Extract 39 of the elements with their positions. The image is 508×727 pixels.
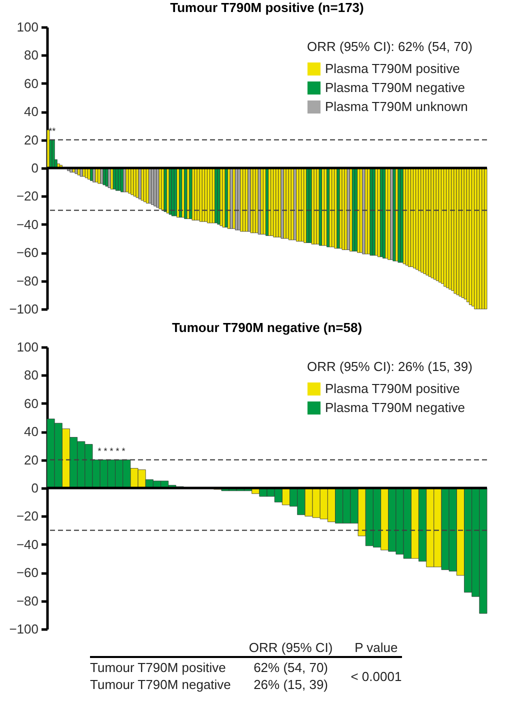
y-tick-label: 20	[24, 452, 38, 468]
y-tick-label: 40	[24, 424, 38, 440]
y-tick-label: −20	[16, 508, 38, 524]
text: ORR (95% CI)	[248, 640, 333, 657]
y-tick-label: −40	[16, 536, 38, 552]
y-tick-label: 0	[31, 160, 38, 176]
annotation: * * * * *	[98, 446, 126, 456]
y-tick-label: 20	[24, 132, 38, 148]
y-tick-label: −100	[9, 302, 38, 316]
chart-title: Tumour T790M negative (n=58)	[172, 320, 362, 335]
text: < 0.0001	[350, 668, 402, 684]
y-tick-label: 60	[24, 76, 38, 91]
y-tick-label: −60	[16, 565, 38, 580]
y-tick-label: −60	[16, 245, 38, 260]
y-tick-label: −80	[16, 593, 38, 608]
y-tick-label: −80	[16, 273, 38, 288]
y-tick-label: 100	[16, 20, 38, 34]
chart-title: Tumour T790M positive (n=173)	[170, 0, 364, 15]
text: Tumour T790M negative	[90, 677, 231, 692]
text: P value	[354, 640, 399, 657]
y-tick-label: 80	[24, 368, 38, 383]
y-tick-label: 100	[16, 340, 38, 354]
text: 62% (54, 70)	[252, 660, 330, 675]
legend-label: Plasma T790M positive	[325, 61, 460, 76]
y-tick-label: 60	[24, 396, 38, 411]
y-tick-label: 40	[24, 104, 38, 120]
legend-label: Plasma T790M negative	[325, 400, 465, 415]
y-tick-label: −20	[16, 188, 38, 204]
text: 26% (15, 39)	[252, 677, 330, 692]
legend-title: ORR (95% CI): 62% (54, 70)	[307, 39, 472, 54]
legend-label: Plasma T790M positive	[325, 381, 460, 396]
y-tick-label: −40	[16, 216, 38, 232]
y-tick-label: 0	[31, 480, 38, 496]
y-tick-label: −100	[9, 622, 38, 636]
legend-title: ORR (95% CI): 26% (15, 39)	[307, 359, 472, 374]
y-tick-label: 80	[24, 48, 38, 63]
legend-label: Plasma T790M negative	[325, 80, 465, 95]
legend-label: Plasma T790M unknown	[325, 99, 468, 114]
text: Tumour T790M positive	[90, 660, 227, 675]
